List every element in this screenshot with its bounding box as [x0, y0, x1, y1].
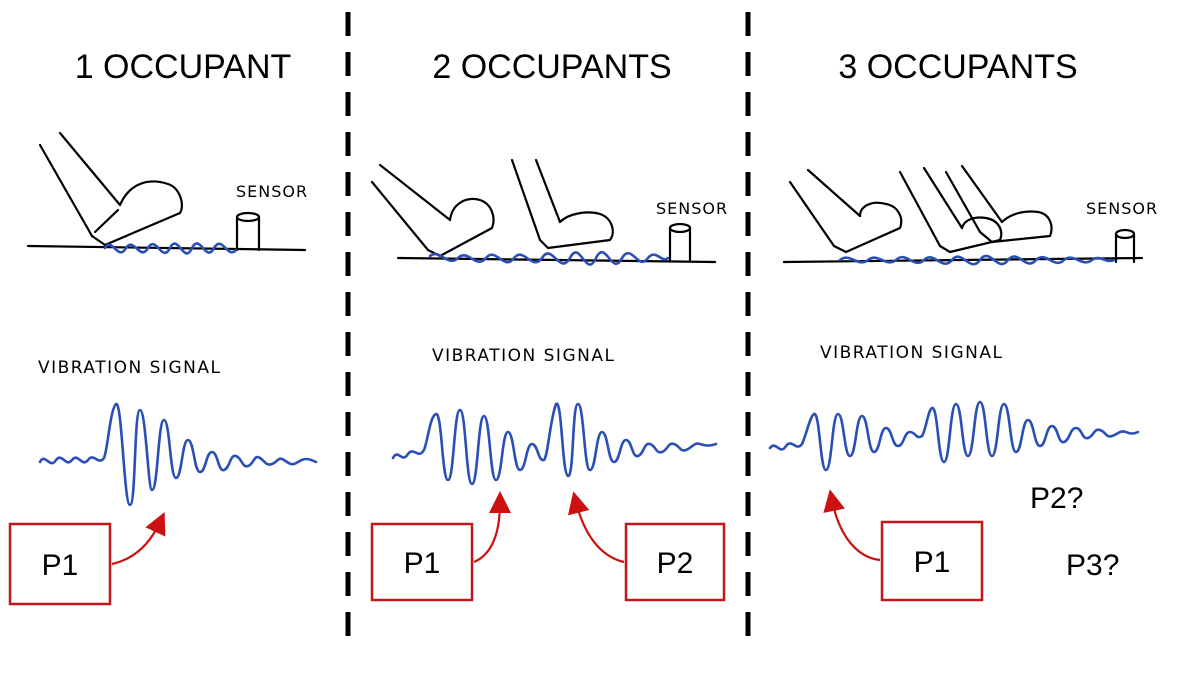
sensor-icon [1114, 228, 1136, 264]
floor-vibration-wave [103, 242, 238, 255]
panel-title: 3 OCCUPANTS [838, 48, 1077, 86]
floor-vibration-wave [428, 250, 670, 266]
uncertain-label-p2: P2? [1030, 482, 1083, 515]
sensor-label: SENSOR [656, 199, 728, 218]
vibration-signal-trace [38, 402, 318, 507]
panel-title: 2 OCCUPANTS [432, 48, 671, 86]
panel-2: 2 OCCUPANTS SENSOR VIBRATION SIGNAL [370, 48, 728, 602]
arrow-p1 [823, 489, 881, 562]
svg-text:P1: P1 [914, 546, 951, 579]
arrow-p1 [473, 491, 511, 564]
floor-scene: SENSOR [26, 131, 308, 255]
uncertain-label-p3: P3? [1066, 549, 1119, 582]
sensor-icon [668, 222, 692, 262]
signal-label: VIBRATION SIGNAL [432, 346, 615, 366]
signal-label: VIBRATION SIGNAL [38, 358, 221, 378]
signal-label: VIBRATION SIGNAL [820, 343, 1003, 363]
vibration-signal-trace [391, 402, 718, 486]
svg-text:P1: P1 [404, 547, 441, 580]
svg-text:P2: P2 [657, 547, 694, 580]
person-box-p1: P1 [880, 520, 984, 602]
arrow-p2 [568, 491, 625, 564]
arrow-p1 [111, 512, 166, 566]
svg-text:P1: P1 [42, 549, 79, 582]
person-box-p1: P1 [8, 522, 112, 606]
person-box-p2: P2 [624, 522, 726, 602]
panel-title: 1 OCCUPANT [75, 48, 292, 86]
sensor-icon [235, 211, 261, 252]
vibration-signal-trace [768, 400, 1140, 472]
floor-scene: SENSOR [782, 164, 1158, 266]
floor-vibration-wave [838, 254, 1116, 266]
sensor-label: SENSOR [236, 182, 308, 201]
panel-3: 3 OCCUPANTS SENSOR VIBRATIO [768, 48, 1158, 602]
panel-1: 1 OCCUPANT SENSOR VIBRATION SIGNAL P1 [8, 48, 318, 606]
floor-scene: SENSOR [370, 158, 728, 266]
sensor-label: SENSOR [1086, 199, 1158, 218]
person-box-p1: P1 [370, 522, 474, 602]
